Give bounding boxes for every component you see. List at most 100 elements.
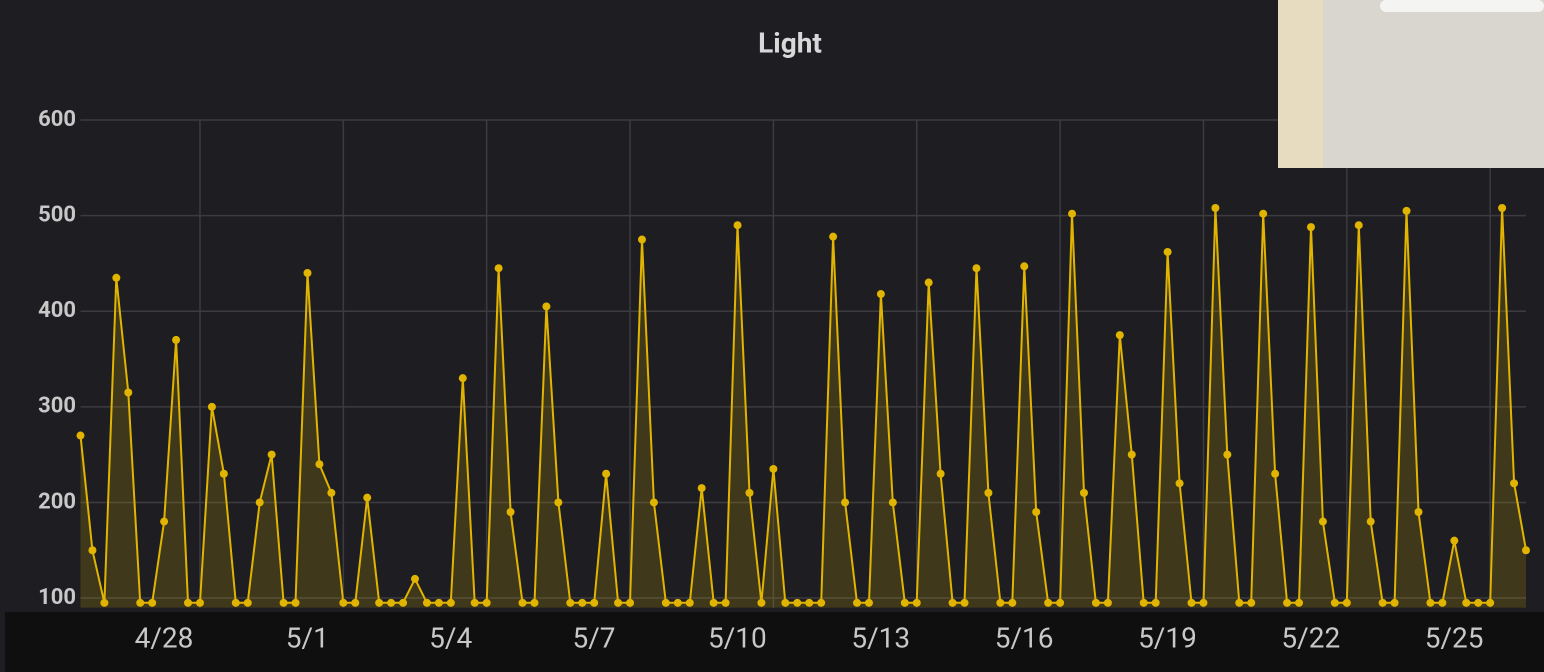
data-point bbox=[1522, 546, 1530, 554]
data-point bbox=[781, 599, 789, 607]
data-point bbox=[757, 599, 765, 607]
data-point bbox=[184, 599, 192, 607]
x-tick-label: 5/1 bbox=[286, 621, 329, 654]
data-point bbox=[1355, 221, 1363, 229]
y-tick-label: 600 bbox=[38, 107, 76, 132]
data-point bbox=[1152, 599, 1160, 607]
data-point bbox=[1259, 210, 1267, 218]
data-point bbox=[292, 599, 300, 607]
data-point bbox=[339, 599, 347, 607]
x-tick-label: 5/10 bbox=[708, 621, 767, 654]
data-point bbox=[769, 465, 777, 473]
y-tick-label: 500 bbox=[38, 202, 76, 227]
y-tick-label: 100 bbox=[38, 585, 76, 610]
data-point bbox=[375, 599, 383, 607]
data-point bbox=[1199, 599, 1207, 607]
data-point bbox=[256, 498, 264, 506]
data-point bbox=[327, 489, 335, 497]
data-point bbox=[1307, 223, 1315, 231]
data-point bbox=[136, 599, 144, 607]
data-point bbox=[722, 599, 730, 607]
y-tick-label: 400 bbox=[38, 298, 76, 323]
photo-device bbox=[1380, 0, 1544, 12]
data-point bbox=[674, 599, 682, 607]
data-point bbox=[1176, 479, 1184, 487]
data-point bbox=[471, 599, 479, 607]
data-point bbox=[1164, 248, 1172, 256]
data-point bbox=[877, 290, 885, 298]
photo-overlay bbox=[1278, 0, 1544, 168]
data-point bbox=[829, 233, 837, 241]
data-point bbox=[542, 302, 550, 310]
data-point bbox=[949, 599, 957, 607]
data-point bbox=[1319, 518, 1327, 526]
data-point bbox=[220, 470, 228, 478]
data-point bbox=[172, 336, 180, 344]
data-point bbox=[614, 599, 622, 607]
data-point bbox=[232, 599, 240, 607]
data-point bbox=[1283, 599, 1291, 607]
chart-title: Light bbox=[758, 26, 822, 59]
data-point bbox=[423, 599, 431, 607]
data-point bbox=[1462, 599, 1470, 607]
data-point bbox=[399, 599, 407, 607]
data-point bbox=[244, 599, 252, 607]
photo-frame bbox=[1278, 0, 1323, 168]
x-tick-label: 5/13 bbox=[851, 621, 910, 654]
data-point bbox=[1008, 599, 1016, 607]
data-point bbox=[1092, 599, 1100, 607]
data-point bbox=[148, 599, 156, 607]
data-point bbox=[1211, 204, 1219, 212]
data-point bbox=[996, 599, 1004, 607]
data-point bbox=[1474, 599, 1482, 607]
data-point bbox=[88, 546, 96, 554]
data-point bbox=[1068, 210, 1076, 218]
data-point bbox=[483, 599, 491, 607]
data-point bbox=[1403, 207, 1411, 215]
data-point bbox=[901, 599, 909, 607]
y-tick-label: 300 bbox=[38, 394, 76, 419]
x-tick-label: 5/4 bbox=[429, 621, 472, 654]
data-point bbox=[1343, 599, 1351, 607]
data-point bbox=[530, 599, 538, 607]
data-point bbox=[1331, 599, 1339, 607]
data-point bbox=[1104, 599, 1112, 607]
data-point bbox=[1188, 599, 1196, 607]
data-point bbox=[112, 274, 120, 282]
data-point bbox=[459, 374, 467, 382]
data-point bbox=[1414, 508, 1422, 516]
data-point bbox=[1510, 479, 1518, 487]
data-point bbox=[124, 389, 132, 397]
x-tick-label: 5/22 bbox=[1281, 621, 1340, 654]
data-point bbox=[447, 599, 455, 607]
data-point bbox=[411, 575, 419, 583]
data-point bbox=[1391, 599, 1399, 607]
data-point bbox=[1223, 451, 1231, 459]
data-point bbox=[1426, 599, 1434, 607]
data-point bbox=[351, 599, 359, 607]
chart: Light 1002003004005006004/285/15/45/75/1… bbox=[0, 0, 1544, 672]
data-point bbox=[745, 489, 753, 497]
y-tick-label: 200 bbox=[38, 489, 76, 514]
data-point bbox=[650, 498, 658, 506]
data-point bbox=[1128, 451, 1136, 459]
data-point bbox=[1235, 599, 1243, 607]
data-point bbox=[1438, 599, 1446, 607]
data-point bbox=[841, 498, 849, 506]
data-point bbox=[160, 518, 168, 526]
data-point bbox=[626, 599, 634, 607]
data-point bbox=[1044, 599, 1052, 607]
data-point bbox=[972, 264, 980, 272]
data-point bbox=[1056, 599, 1064, 607]
data-point bbox=[100, 599, 108, 607]
data-point bbox=[1247, 599, 1255, 607]
data-point bbox=[1116, 331, 1124, 339]
data-point bbox=[961, 599, 969, 607]
data-point bbox=[208, 403, 216, 411]
data-point bbox=[1367, 518, 1375, 526]
data-point bbox=[566, 599, 574, 607]
data-point bbox=[1498, 204, 1506, 212]
x-tick-label: 5/19 bbox=[1138, 621, 1197, 654]
data-point bbox=[925, 279, 933, 287]
data-point bbox=[387, 599, 395, 607]
